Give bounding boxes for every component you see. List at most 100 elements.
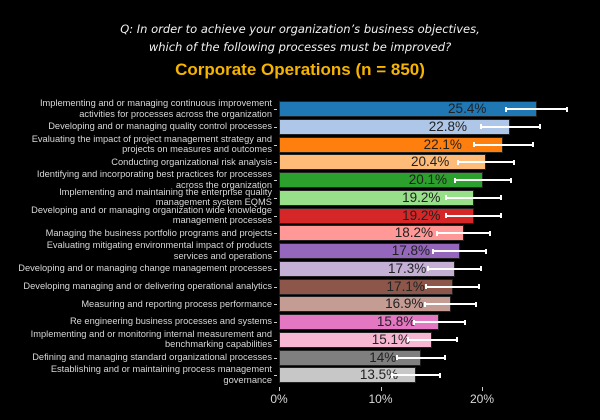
error-cap xyxy=(538,124,541,130)
category-label: Developing managing and or delivering op… xyxy=(23,280,272,291)
error-cap xyxy=(477,284,480,289)
y-tick xyxy=(274,304,277,306)
error-cap xyxy=(427,266,430,272)
y-tick xyxy=(274,357,277,359)
error-cap xyxy=(500,195,503,201)
value-label: 17.1% xyxy=(386,278,425,294)
value-label: 22.1% xyxy=(423,136,462,152)
error-bar xyxy=(396,356,446,359)
y-tick xyxy=(274,197,277,199)
y-tick xyxy=(274,251,277,252)
question-line-1: Q: In order to achieve your organization… xyxy=(120,22,480,36)
value-label: 19.2% xyxy=(402,207,441,223)
error-cap xyxy=(436,230,439,236)
error-bar xyxy=(454,179,512,181)
error-cap xyxy=(479,124,482,130)
value-label: 13.5% xyxy=(359,367,399,383)
error-bar xyxy=(391,374,441,377)
x-tick-label: 0% xyxy=(270,392,288,406)
error-cap xyxy=(424,301,427,307)
y-tick xyxy=(274,286,277,288)
y-tick xyxy=(274,322,277,323)
error-cap xyxy=(489,230,492,236)
x-tick-label: 20% xyxy=(469,392,495,406)
error-bar xyxy=(428,267,481,270)
category-label: Evaluating the impact of project managem… xyxy=(31,133,272,155)
error-cap xyxy=(474,301,477,307)
error-cap xyxy=(500,213,503,218)
error-bar xyxy=(473,143,533,146)
question-line-2: which of the following processes must be… xyxy=(148,40,452,54)
y-tick xyxy=(274,144,277,146)
category-label: Defining and managing standard organizat… xyxy=(32,351,272,362)
error-cap xyxy=(412,319,415,325)
y-tick xyxy=(274,268,277,270)
value-label: 25.4% xyxy=(448,101,487,116)
value-label: 15.8% xyxy=(376,314,416,329)
y-tick xyxy=(274,339,277,341)
category-label: Implementing and maintaining the enterpr… xyxy=(59,186,272,208)
error-bar xyxy=(433,250,487,252)
error-cap xyxy=(445,195,448,201)
x-tick xyxy=(279,387,280,391)
value-label: 16.9% xyxy=(385,296,424,312)
error-cap xyxy=(505,106,508,112)
error-cap xyxy=(456,159,459,165)
error-bar xyxy=(457,161,515,164)
category-label: Identifying and incorporating best pract… xyxy=(36,169,272,190)
x-tick xyxy=(482,387,483,391)
value-label: 18.2% xyxy=(394,225,433,241)
error-bar xyxy=(407,338,457,341)
error-cap xyxy=(479,266,482,272)
error-cap xyxy=(444,355,447,360)
category-label: Evaluating mitigating environmental impa… xyxy=(46,240,272,261)
x-tick xyxy=(380,387,382,391)
chart-title: Corporate Operations (n = 850) xyxy=(175,60,425,79)
error-cap xyxy=(390,372,393,378)
error-cap xyxy=(510,177,513,183)
error-cap xyxy=(531,142,534,147)
value-label: 19.2% xyxy=(402,189,441,205)
error-cap xyxy=(463,319,466,325)
value-label: 20.1% xyxy=(408,172,448,187)
value-label: 17.3% xyxy=(388,260,427,276)
error-bar xyxy=(425,303,476,306)
error-cap xyxy=(513,159,516,165)
error-cap xyxy=(566,106,569,112)
y-tick xyxy=(274,215,277,217)
category-label: Conducting organizational risk analysis xyxy=(111,156,272,167)
category-label: Developing and or managing organization … xyxy=(31,204,272,226)
value-label: 15.1% xyxy=(371,331,411,347)
category-label: Managing the business portfolio programs… xyxy=(45,227,272,238)
bar xyxy=(279,118,511,135)
error-cap xyxy=(425,284,428,289)
category-label: Establishing and or maintaining process … xyxy=(50,364,272,385)
bar xyxy=(279,172,483,188)
bar xyxy=(279,154,487,171)
value-label: 22.8% xyxy=(428,118,468,134)
error-cap xyxy=(485,248,488,254)
error-cap xyxy=(453,177,456,183)
y-tick xyxy=(274,233,277,235)
error-cap xyxy=(472,142,475,147)
category-label: Measuring and reporting process performa… xyxy=(81,298,272,309)
value-label: 17.8% xyxy=(391,243,431,258)
error-bar xyxy=(437,232,491,235)
error-bar xyxy=(413,321,465,323)
value-label: 20.4% xyxy=(411,154,450,170)
value-label: 14% xyxy=(369,349,397,365)
error-cap xyxy=(406,337,409,343)
y-tick xyxy=(274,109,277,110)
y-tick xyxy=(274,162,277,164)
error-cap xyxy=(439,372,442,378)
bar xyxy=(279,101,537,117)
error-bar xyxy=(480,125,540,128)
error-bar xyxy=(446,196,502,199)
error-cap xyxy=(395,355,398,360)
error-cap xyxy=(445,213,448,218)
category-label: Implementing and or monitoring internal … xyxy=(30,328,272,350)
y-tick xyxy=(274,180,277,181)
category-label: Developing and or managing change manage… xyxy=(18,263,272,273)
category-label: Implementing and or managing continuous … xyxy=(39,98,272,119)
